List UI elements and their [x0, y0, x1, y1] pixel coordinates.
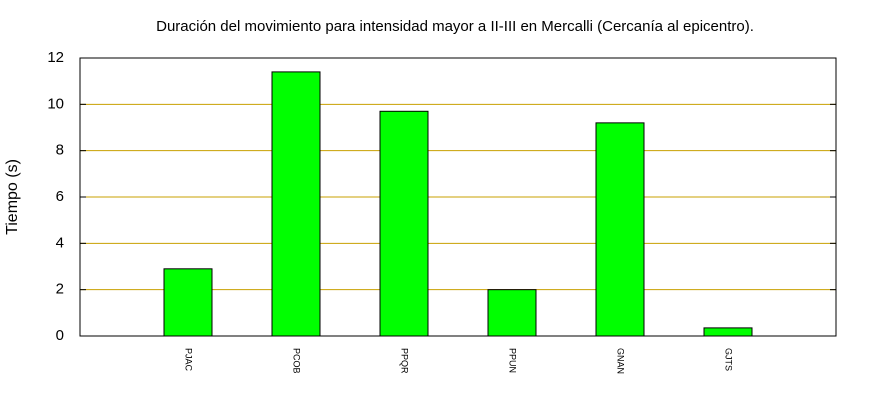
plot-border	[79, 57, 837, 337]
x-tick-label: GJTS	[724, 348, 734, 371]
y-axis-label: Tiempo (s)	[4, 159, 21, 235]
y-tick-label: 12	[47, 49, 64, 66]
bar	[595, 122, 645, 337]
x-tick-label: PPUN	[508, 348, 518, 373]
y-tick-label: 4	[56, 234, 64, 251]
x-tick-label: PPQR	[400, 348, 410, 374]
chart-title: Duración del movimiento para intensidad …	[156, 18, 754, 35]
y-tick-label: 0	[56, 327, 64, 344]
bar	[703, 327, 753, 337]
bar	[487, 289, 537, 337]
y-tick-label: 8	[56, 142, 64, 159]
bar	[379, 110, 429, 337]
x-tick-label: PCOB	[292, 348, 302, 374]
bar	[271, 71, 321, 337]
y-tick-label: 6	[56, 188, 64, 205]
x-tick-label: PJAC	[184, 348, 194, 372]
bar	[163, 268, 213, 337]
y-tick-label: 2	[56, 281, 64, 298]
y-tick-label: 10	[47, 95, 64, 112]
x-tick-label: GNAN	[616, 348, 626, 374]
